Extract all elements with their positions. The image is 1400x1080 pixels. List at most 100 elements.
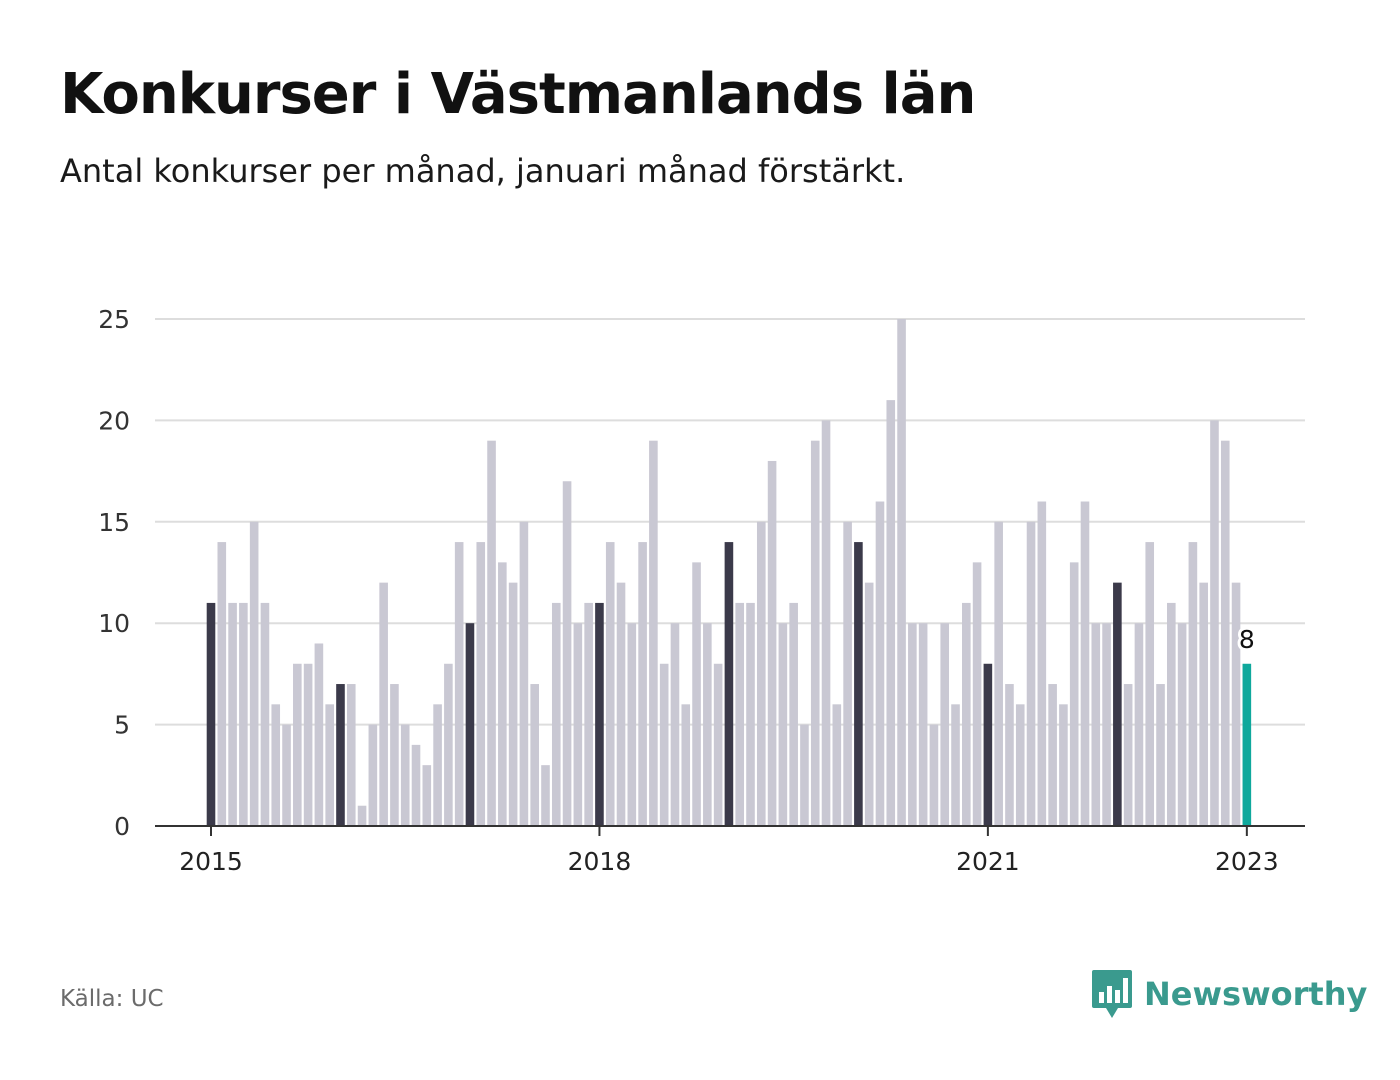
bar	[756, 521, 766, 826]
brand-logo[interactable]: Newsworthy	[1090, 968, 1367, 1020]
bar	[627, 623, 637, 826]
bar	[519, 521, 529, 826]
bar	[487, 440, 496, 826]
bar	[929, 724, 939, 826]
bar-january	[854, 542, 863, 826]
bar	[659, 663, 669, 826]
bar	[454, 542, 464, 826]
bar	[994, 521, 1003, 826]
x-tick-label: 2015	[179, 847, 243, 876]
bar	[1080, 501, 1090, 826]
latest-value-label-halo: 8	[1239, 625, 1255, 654]
bar	[1091, 623, 1101, 826]
bar	[433, 704, 442, 826]
source-note: Källa: UC	[60, 986, 164, 1012]
bar	[1026, 521, 1036, 826]
bar	[293, 663, 302, 826]
bar	[1048, 684, 1057, 826]
bar	[703, 623, 712, 826]
bar	[260, 602, 270, 826]
bar	[303, 663, 313, 826]
bar	[940, 623, 950, 826]
chart-subtitle: Antal konkurser per månad, januari månad…	[60, 152, 906, 190]
bar-latest	[1242, 663, 1252, 826]
y-tick-label: 0	[114, 812, 130, 841]
bar	[1177, 623, 1187, 826]
bar	[605, 542, 615, 826]
bar	[325, 704, 334, 826]
bar	[951, 704, 960, 826]
bar	[1037, 501, 1047, 826]
bar	[972, 562, 982, 826]
bar	[508, 582, 518, 826]
bar	[1123, 684, 1133, 826]
bar	[1210, 420, 1219, 826]
bar	[498, 562, 507, 826]
bar-january	[595, 602, 604, 826]
bar	[271, 704, 281, 826]
bar	[616, 582, 626, 826]
bar-january	[336, 684, 345, 826]
y-tick-label: 15	[98, 508, 130, 537]
x-tick-label: 2021	[956, 847, 1020, 876]
bar	[584, 602, 593, 826]
bar	[767, 460, 777, 826]
x-tick-label: 2023	[1215, 847, 1279, 876]
bar-january	[983, 663, 993, 826]
latest-value-label: 8	[1239, 625, 1255, 654]
bar	[692, 562, 701, 826]
bar	[1220, 440, 1230, 826]
bar	[562, 481, 572, 826]
bar	[778, 623, 788, 826]
y-tick-label: 20	[98, 406, 130, 435]
bar	[411, 744, 421, 826]
bar	[1188, 542, 1198, 826]
bar	[444, 663, 453, 826]
bar	[864, 582, 874, 826]
bar	[681, 704, 691, 826]
bar	[368, 724, 378, 826]
bar	[239, 602, 248, 826]
bar	[832, 704, 842, 826]
bar-january	[465, 623, 475, 826]
bar	[573, 623, 583, 826]
bar	[357, 805, 367, 826]
bar	[821, 420, 831, 826]
chart-title: Konkurser i Västmanlands län	[60, 62, 976, 127]
bar	[530, 684, 539, 826]
bar	[400, 724, 410, 826]
y-tick-label: 10	[98, 609, 130, 638]
bar-january	[1113, 582, 1122, 826]
bar	[962, 602, 971, 826]
bar	[390, 684, 399, 826]
bar	[282, 724, 291, 826]
bar-january	[724, 542, 734, 826]
bar	[1069, 562, 1079, 826]
bar-january	[206, 602, 216, 826]
y-tick-label: 5	[114, 711, 130, 740]
bar	[422, 765, 432, 826]
bar	[1102, 623, 1111, 826]
bar	[217, 542, 227, 826]
bar	[746, 602, 755, 826]
bar	[379, 582, 388, 826]
bar-chart-speech-bubble-icon	[1092, 970, 1132, 1018]
bar	[918, 623, 928, 826]
bar	[908, 623, 917, 826]
bar	[875, 501, 885, 826]
bar	[541, 765, 550, 826]
bar	[1231, 582, 1241, 826]
bar	[800, 724, 809, 826]
bar	[314, 643, 324, 826]
bar	[1156, 684, 1165, 826]
bar	[735, 602, 745, 826]
bar	[346, 684, 356, 826]
bar	[1167, 602, 1176, 826]
bar	[649, 440, 658, 826]
bar	[249, 521, 259, 826]
bar	[886, 400, 896, 826]
bar	[1134, 623, 1144, 826]
bar	[843, 521, 852, 826]
bar	[713, 663, 723, 826]
